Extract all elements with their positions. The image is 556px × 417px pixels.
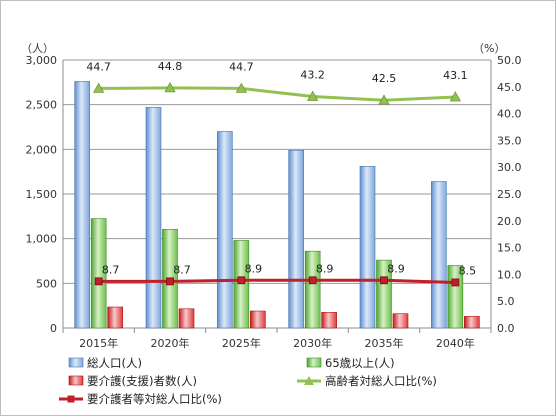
y-right-tick-label: 5.0 [497, 295, 515, 308]
point-elderly-ratio [306, 90, 319, 101]
bar-total-population [288, 149, 304, 329]
x-tick-label: 2015年 [79, 336, 118, 350]
data-label-elderly-ratio: 42.5 [372, 72, 397, 85]
data-label-elderly-ratio: 44.7 [229, 60, 254, 73]
line-care-ratio [98, 278, 456, 284]
y-right-tick-label: 20.0 [497, 215, 522, 228]
y-right-tick-label: 0.0 [497, 322, 515, 335]
data-label-care-ratio: 8.9 [387, 262, 405, 275]
y-right-tick-label: 15.0 [497, 242, 522, 255]
y-right-tick-label: 45.0 [497, 81, 522, 94]
point-care-ratio [94, 277, 103, 286]
x-tick-label: 2030年 [293, 336, 332, 350]
legend-item: 要介護(支援)者数(人) [68, 374, 197, 388]
legend-label: 総人口(人) [87, 356, 142, 370]
point-elderly-ratio [92, 82, 105, 93]
legend-item: 総人口(人) [68, 356, 142, 370]
data-label-care-ratio: 8.7 [102, 263, 120, 276]
y-left-tick-label: 0 [50, 322, 57, 335]
bar-total-population [217, 131, 233, 329]
y-right-tick-label: 35.0 [497, 134, 522, 147]
x-tick-label: 2035年 [365, 336, 404, 350]
bar-age65-plus [233, 240, 250, 329]
legend-label: 要介護者等対総人口比(%) [87, 392, 222, 406]
y-right-tick-label: 10.0 [497, 268, 522, 281]
gridlines [63, 59, 491, 329]
bar-age65-plus [304, 250, 321, 329]
data-labels: 44.7 44.8 44.7 43.2 42.5 43.1 8.7 8.7 8.9 8.9 8.9 8… [86, 60, 476, 278]
point-elderly-ratio [449, 91, 462, 102]
x-tick-label: 2025年 [222, 336, 261, 350]
y-left-tick-label: 3,000 [26, 54, 58, 67]
bar-total-population [359, 166, 376, 329]
y-right-tick-label: 50.0 [497, 54, 522, 67]
bar-care-needed [321, 312, 337, 329]
bar-total-population [431, 181, 447, 329]
legend-item: 要介護者等対総人口比(%) [59, 392, 222, 406]
y-right-tick-label: 40.0 [497, 108, 522, 121]
data-label-elderly-ratio: 43.2 [300, 68, 325, 81]
point-care-ratio [237, 276, 246, 285]
y-left-tick-label: 500 [36, 277, 57, 290]
bar-total-population [145, 107, 162, 329]
bar-age65-plus [90, 218, 107, 329]
bar-care-needed [250, 310, 266, 329]
legend-swatch [68, 375, 84, 386]
point-care-ratio [380, 276, 388, 285]
legend-label: 要介護(支援)者数(人) [87, 374, 197, 388]
data-label-care-ratio: 8.5 [459, 264, 477, 277]
y-right-tick-label: 30.0 [497, 161, 522, 174]
legend-swatch [68, 357, 84, 368]
legend-label: 高齢者対総人口比(%) [325, 374, 437, 388]
point-care-ratio [451, 278, 460, 287]
bar-care-needed [464, 316, 480, 329]
x-tick-label: 2040年 [436, 336, 475, 350]
legend-label: 65歳以上(人) [325, 356, 395, 370]
legend-swatch [306, 357, 322, 368]
bars [74, 81, 480, 329]
data-label-care-ratio: 8.9 [245, 262, 263, 275]
bar-care-needed [107, 306, 123, 329]
point-care-ratio [166, 277, 174, 286]
legend-item: 高齢者対総人口比(%) [297, 374, 437, 388]
y-left-tick-label: 2,500 [26, 99, 58, 112]
lines [92, 82, 462, 287]
bar-total-population [74, 81, 90, 329]
point-elderly-ratio [235, 82, 248, 93]
y-right-unit-label: （%） [473, 42, 505, 55]
point-elderly-ratio [164, 82, 176, 93]
point-care-ratio [308, 276, 317, 285]
x-tick-label: 2020年 [151, 336, 190, 350]
data-label-elderly-ratio: 44.8 [158, 60, 183, 73]
data-label-elderly-ratio: 44.7 [86, 60, 111, 73]
legend-marker [67, 395, 75, 403]
bar-care-needed [392, 313, 409, 329]
y-left-tick-label: 1,500 [26, 188, 58, 201]
y-left-tick-label: 1,000 [26, 233, 58, 246]
data-label-elderly-ratio: 43.1 [443, 69, 468, 82]
legend-marker [304, 376, 314, 385]
data-label-care-ratio: 8.7 [173, 263, 191, 276]
legend-item: 65歳以上(人) [306, 356, 395, 370]
y-left-tick-label: 2,000 [26, 143, 58, 156]
y-left-unit-label: （人） [21, 42, 54, 55]
bar-care-needed [178, 308, 195, 329]
y-right-tick-label: 25.0 [497, 188, 522, 201]
axes: 0 500 1,000 1,500 2,000 2,500 3,000 0.0 5.0 10.0 1… [21, 42, 522, 350]
point-elderly-ratio [378, 94, 390, 105]
line-elderly-ratio [98, 86, 456, 102]
legend: 総人口(人) 65歳以上(人) 要介護(支援)者数(人) 高齢者対総人口比(%) 要介護… [59, 356, 437, 406]
data-label-care-ratio: 8.9 [316, 262, 334, 275]
